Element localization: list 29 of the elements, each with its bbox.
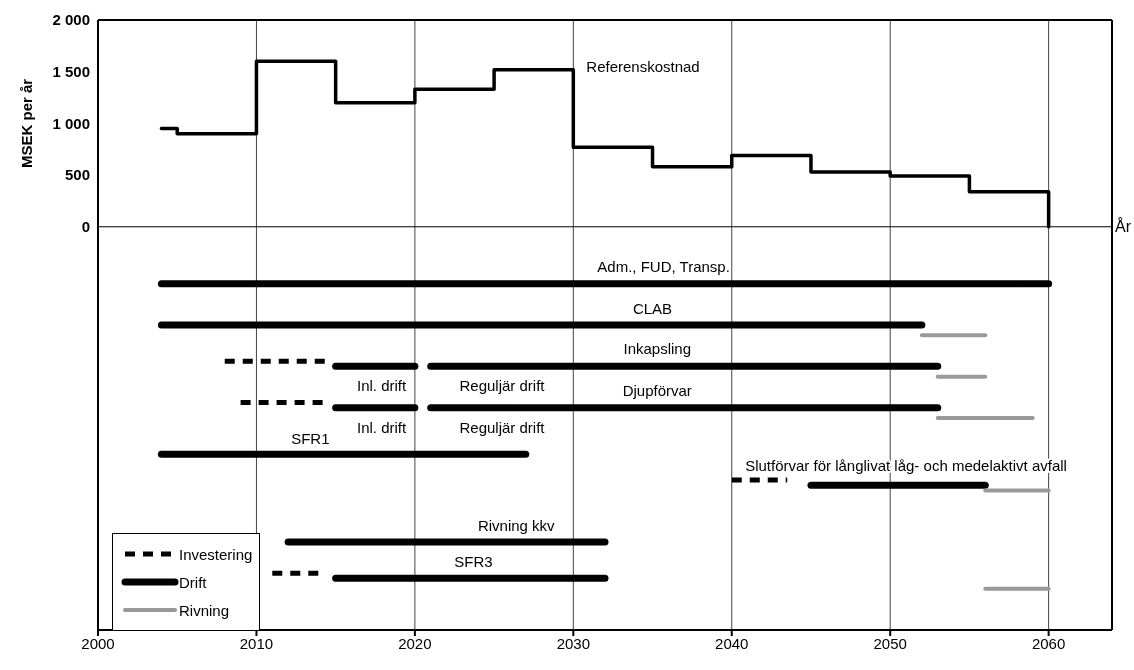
x-tick-label: 2020 bbox=[398, 634, 432, 652]
annotation: Inl. drift bbox=[357, 377, 408, 395]
annotation: SFR1 bbox=[291, 429, 330, 447]
x-tick-label: 2010 bbox=[239, 634, 274, 652]
x-tick-label: 2060 bbox=[1031, 634, 1066, 652]
annotation: CLAB bbox=[632, 299, 673, 317]
y-tick-label: 2 000 bbox=[52, 11, 90, 29]
annotation: Rivning kkv bbox=[477, 516, 556, 534]
x-tick-label: 2030 bbox=[556, 634, 590, 652]
legend-label: Rivning bbox=[179, 601, 230, 619]
x-axis-title: År bbox=[1115, 216, 1132, 235]
annotation: Djupförvar bbox=[622, 382, 692, 400]
annotation: Adm., FUD, Transp. bbox=[597, 258, 730, 276]
annotation: Reguljär drift bbox=[459, 418, 546, 436]
annotation: Reguljär drift bbox=[459, 377, 546, 395]
y-axis-title: MSEK per år bbox=[18, 78, 35, 168]
x-tick-label: 2040 bbox=[715, 634, 749, 652]
x-tick-label: 2000 bbox=[81, 634, 115, 652]
x-tick-label: 2050 bbox=[873, 634, 907, 652]
y-tick-label: 1 000 bbox=[52, 114, 90, 132]
y-tick-label: 500 bbox=[64, 166, 90, 184]
annotation: Inkapsling bbox=[623, 339, 692, 357]
legend-label: Investering bbox=[179, 545, 253, 563]
annotation: SFR3 bbox=[454, 552, 493, 570]
legend-label: Drift bbox=[179, 573, 207, 591]
annotation: Inl. drift bbox=[357, 418, 408, 436]
y-tick-label: 1 500 bbox=[52, 63, 90, 81]
y-tick-label: 0 bbox=[81, 218, 90, 236]
annotation: Referenskostnad bbox=[586, 57, 700, 75]
